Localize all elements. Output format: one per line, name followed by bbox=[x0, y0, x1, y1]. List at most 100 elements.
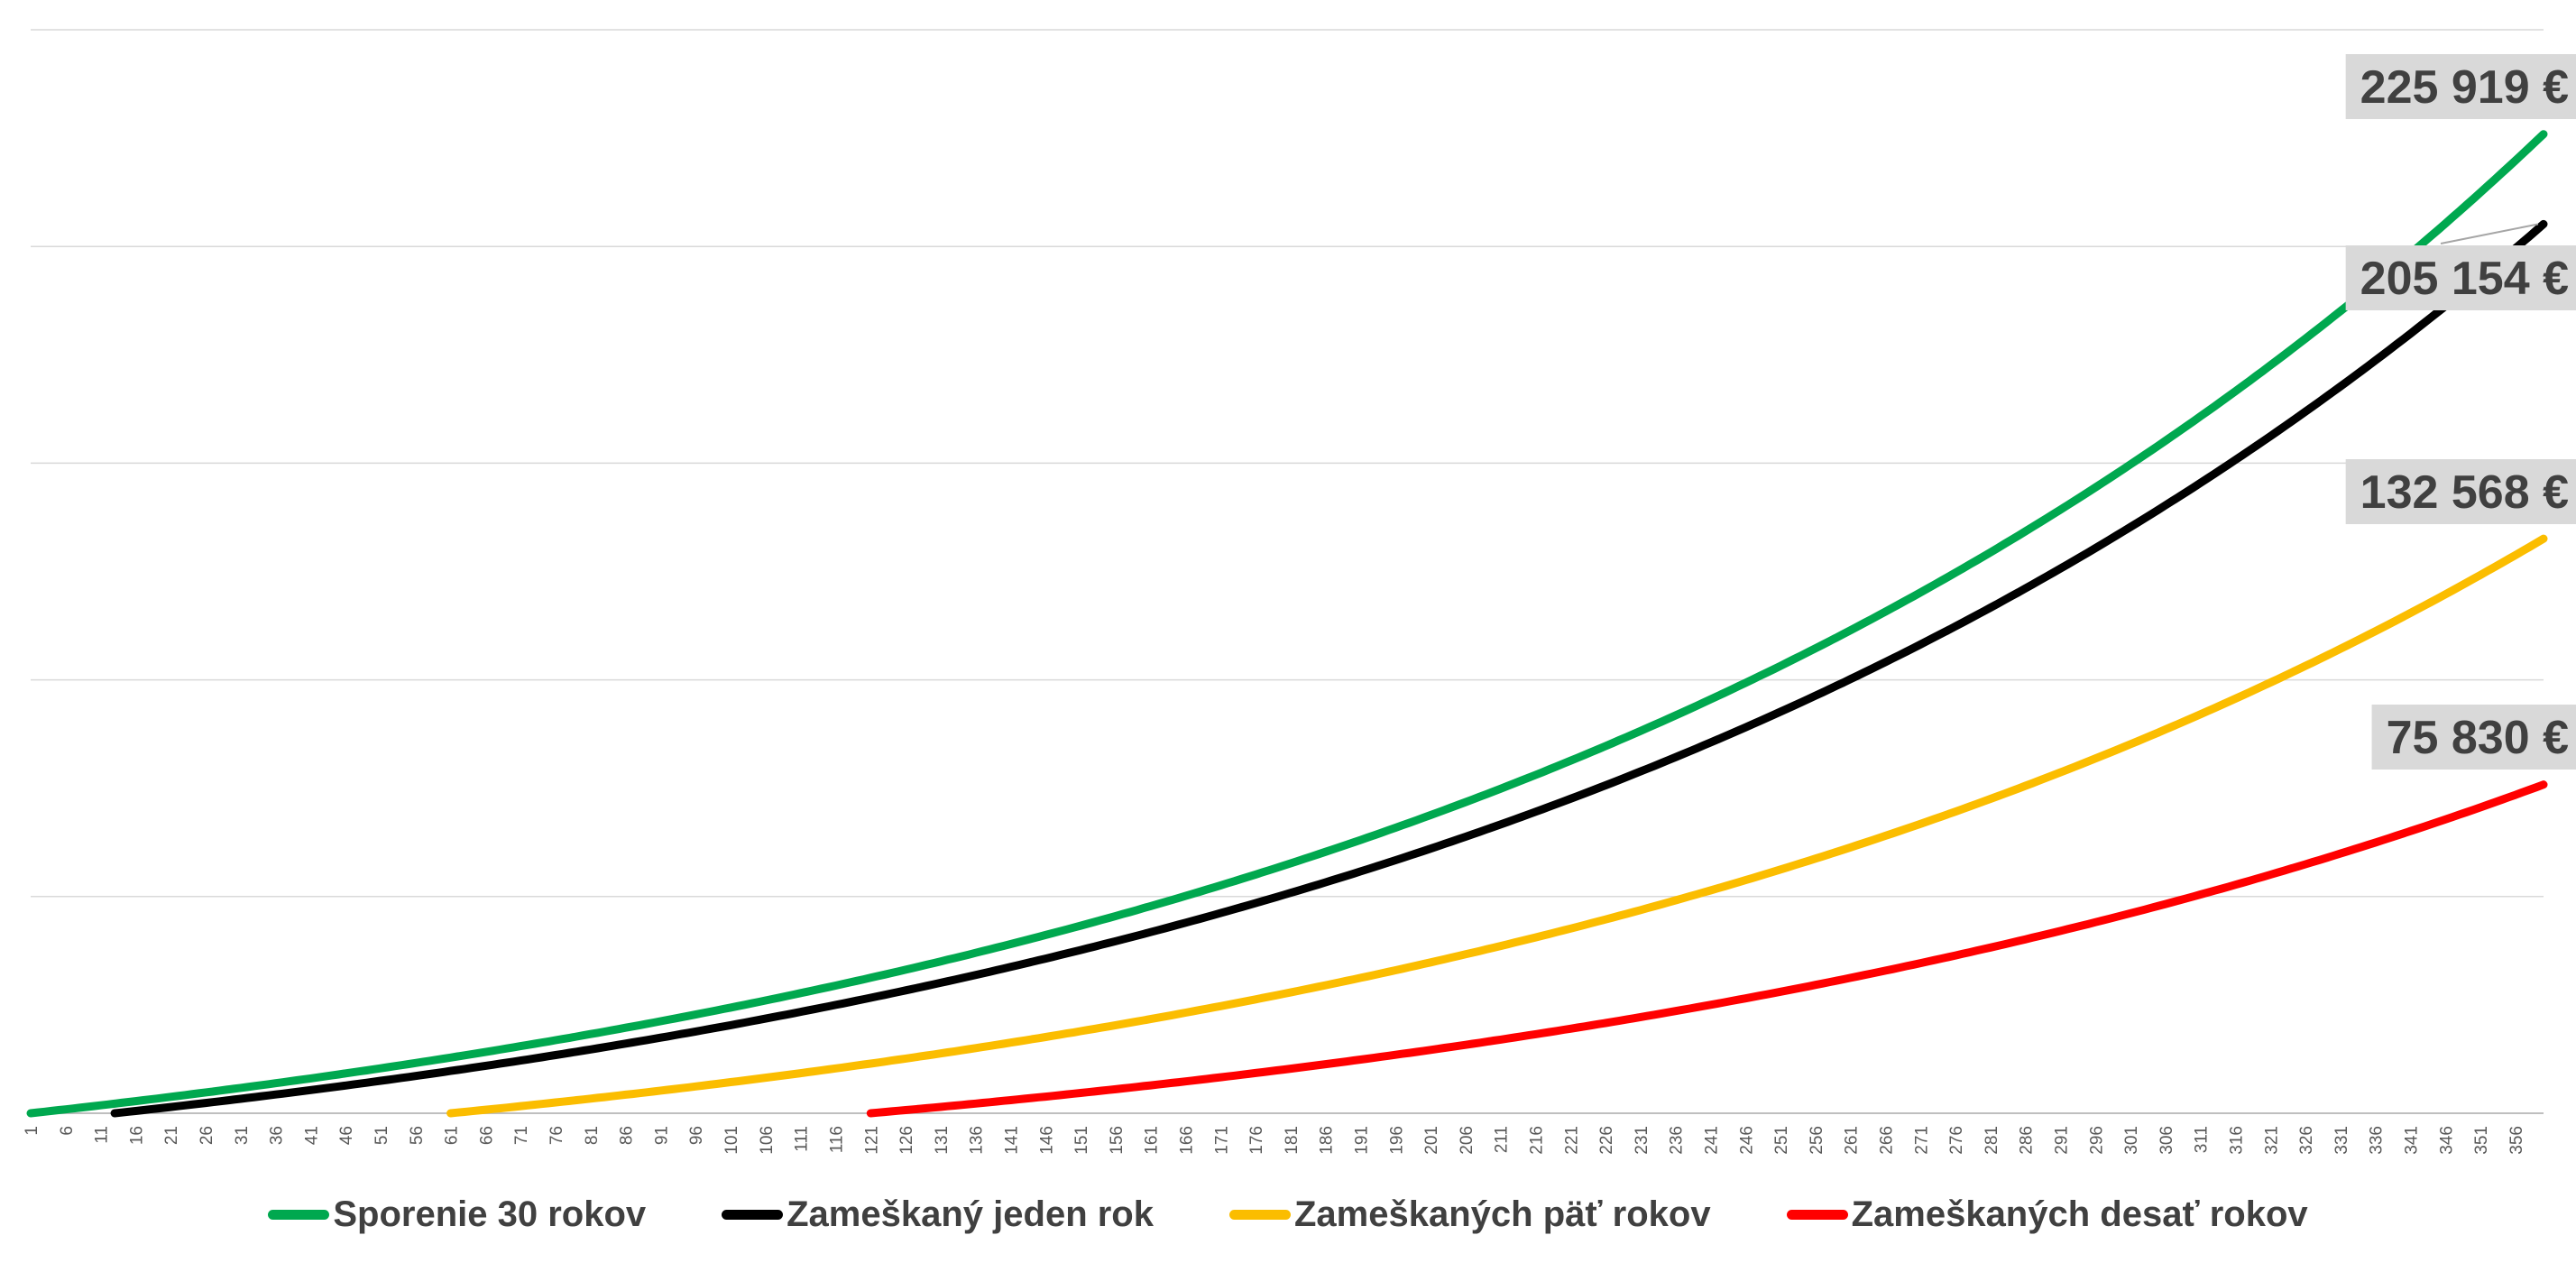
x-tick-label: 101 bbox=[722, 1126, 741, 1155]
legend-item-2: Zameškaných päť rokov bbox=[1228, 1194, 1711, 1235]
legend-label: Zameškaných desať rokov bbox=[1851, 1194, 2308, 1234]
x-tick-label: 181 bbox=[1283, 1126, 1302, 1155]
x-tick-label: 341 bbox=[2403, 1126, 2422, 1155]
x-tick-label: 231 bbox=[1633, 1126, 1651, 1155]
legend-swatch bbox=[1228, 1209, 1291, 1220]
x-tick-label: 166 bbox=[1178, 1126, 1197, 1155]
end-value-box bbox=[2345, 245, 2576, 310]
x-tick-label: 176 bbox=[1247, 1126, 1266, 1155]
x-tick-label: 346 bbox=[2437, 1126, 2456, 1155]
x-tick-label: 21 bbox=[162, 1126, 181, 1145]
x-tick-label: 11 bbox=[93, 1126, 112, 1144]
end-value-text: 75 830 € bbox=[2387, 712, 2569, 764]
x-tick-label: 281 bbox=[1983, 1126, 2001, 1155]
legend: Sporenie 30 rokov Zameškaný jeden rok Za… bbox=[0, 1187, 2576, 1241]
x-tick-label: 216 bbox=[1528, 1126, 1547, 1155]
end-value-text: 225 919 € bbox=[2360, 61, 2569, 114]
x-tick-label: 61 bbox=[443, 1126, 462, 1145]
x-tick-label: 6 bbox=[58, 1126, 77, 1136]
grid-lines bbox=[31, 29, 2544, 1114]
legend-label: Zameškaných päť rokov bbox=[1293, 1194, 1711, 1234]
x-tick-label: 1 bbox=[23, 1126, 41, 1136]
legend-item-0: Sporenie 30 rokov bbox=[268, 1194, 646, 1235]
end-value-text: 132 568 € bbox=[2360, 466, 2569, 519]
x-tick-label: 296 bbox=[2087, 1126, 2106, 1155]
end-label-1: 205 154 € bbox=[2345, 245, 2576, 310]
x-tick-label: 316 bbox=[2228, 1126, 2247, 1155]
x-tick-label: 111 bbox=[793, 1126, 812, 1152]
series-lines bbox=[26, 130, 2548, 1118]
x-tick-label: 206 bbox=[1458, 1126, 1477, 1155]
series-line-3 bbox=[866, 780, 2548, 1118]
x-tick-label: 266 bbox=[1878, 1126, 1897, 1155]
legend-item-3: Zameškaných desať rokov bbox=[1786, 1194, 2308, 1235]
x-tick-label: 191 bbox=[1353, 1126, 1372, 1155]
x-tick-label: 351 bbox=[2472, 1126, 2491, 1155]
series-line-1 bbox=[110, 219, 2548, 1118]
x-tick-label: 46 bbox=[337, 1126, 356, 1145]
x-tick-label: 161 bbox=[1143, 1126, 1162, 1155]
x-tick-label: 356 bbox=[2507, 1126, 2526, 1155]
x-tick-label: 141 bbox=[1003, 1126, 1022, 1155]
x-tick-label: 126 bbox=[897, 1126, 916, 1155]
x-tick-label: 211 bbox=[1493, 1126, 1512, 1153]
x-tick-label: 256 bbox=[1808, 1126, 1826, 1155]
x-tick-label: 146 bbox=[1037, 1126, 1056, 1155]
x-tick-label: 201 bbox=[1422, 1126, 1441, 1155]
x-tick-label: 86 bbox=[618, 1126, 637, 1145]
legend-swatch bbox=[268, 1209, 330, 1220]
end-label-2: 132 568 € bbox=[2345, 459, 2576, 524]
x-tick-label: 261 bbox=[1843, 1126, 1862, 1155]
x-tick-label: 131 bbox=[933, 1126, 952, 1155]
x-tick-label: 36 bbox=[268, 1126, 287, 1145]
x-tick-label: 151 bbox=[1072, 1126, 1091, 1155]
series-line-2 bbox=[446, 534, 2548, 1118]
x-tick-label: 96 bbox=[687, 1126, 706, 1145]
end-value-text: 205 154 € bbox=[2360, 253, 2569, 305]
end-value-box bbox=[2371, 705, 2576, 770]
x-tick-label: 136 bbox=[968, 1126, 987, 1155]
x-tick-label: 271 bbox=[1912, 1126, 1931, 1155]
x-tick-label: 241 bbox=[1703, 1126, 1722, 1155]
x-tick-label: 251 bbox=[1772, 1126, 1791, 1155]
series-line-0 bbox=[26, 130, 2548, 1118]
x-tick-label: 56 bbox=[408, 1126, 427, 1145]
x-tick-label: 51 bbox=[373, 1126, 391, 1145]
x-tick-label: 236 bbox=[1668, 1126, 1687, 1155]
x-tick-label: 331 bbox=[2332, 1126, 2351, 1155]
legend-label: Sporenie 30 rokov bbox=[333, 1194, 647, 1234]
legend-item-1: Zameškaný jeden rok bbox=[722, 1194, 1154, 1235]
end-label-0: 225 919 € bbox=[2345, 54, 2576, 119]
x-tick-label: 66 bbox=[477, 1126, 496, 1145]
x-tick-label: 76 bbox=[547, 1126, 566, 1145]
x-tick-label: 41 bbox=[302, 1126, 321, 1145]
legend-swatch bbox=[722, 1209, 784, 1220]
x-tick-label: 291 bbox=[2053, 1126, 2072, 1155]
x-tick-label: 171 bbox=[1212, 1126, 1231, 1155]
x-tick-label: 121 bbox=[862, 1126, 881, 1155]
x-tick-label: 186 bbox=[1318, 1126, 1337, 1155]
end-value-box bbox=[2345, 54, 2576, 119]
x-tick-label: 91 bbox=[652, 1126, 671, 1145]
x-tick-label: 116 bbox=[828, 1126, 847, 1153]
end-value-labels: 225 919 € 205 154 € 132 568 € 75 830 € bbox=[2345, 54, 2576, 770]
x-tick-label: 326 bbox=[2297, 1126, 2316, 1155]
x-tick-label: 336 bbox=[2368, 1126, 2387, 1155]
x-tick-label: 286 bbox=[2018, 1126, 2037, 1155]
x-tick-label: 16 bbox=[127, 1126, 146, 1145]
legend-swatch bbox=[1786, 1209, 1848, 1220]
x-tick-label: 31 bbox=[233, 1126, 252, 1145]
x-tick-label: 221 bbox=[1562, 1126, 1581, 1155]
x-tick-label: 106 bbox=[758, 1126, 777, 1155]
x-tick-label: 196 bbox=[1387, 1126, 1406, 1155]
label-leader-line bbox=[2440, 223, 2539, 244]
x-tick-label: 246 bbox=[1737, 1126, 1756, 1155]
x-tick-label: 81 bbox=[583, 1126, 602, 1145]
legend-label: Zameškaný jeden rok bbox=[787, 1194, 1154, 1234]
x-tick-label: 226 bbox=[1597, 1126, 1616, 1155]
x-axis-ticks: 1 6 11 16 21 26 31 36 41 46 51 56 61 66 71 76 81 86 91 96 10… bbox=[23, 1126, 2526, 1155]
x-tick-label: 311 bbox=[2193, 1126, 2212, 1153]
line-chart: 1 6 11 16 21 26 31 36 41 46 51 56 61 66 71 76 81 86 91 96 10… bbox=[23, 29, 2576, 1155]
x-tick-label: 156 bbox=[1108, 1126, 1127, 1155]
end-label-3: 75 830 € bbox=[2371, 705, 2576, 770]
